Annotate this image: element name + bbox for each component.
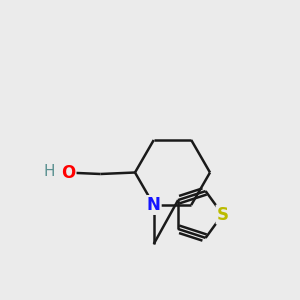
Text: N: N <box>147 196 161 214</box>
Text: S: S <box>217 206 229 224</box>
Text: H: H <box>44 164 55 179</box>
Text: O: O <box>61 164 76 181</box>
